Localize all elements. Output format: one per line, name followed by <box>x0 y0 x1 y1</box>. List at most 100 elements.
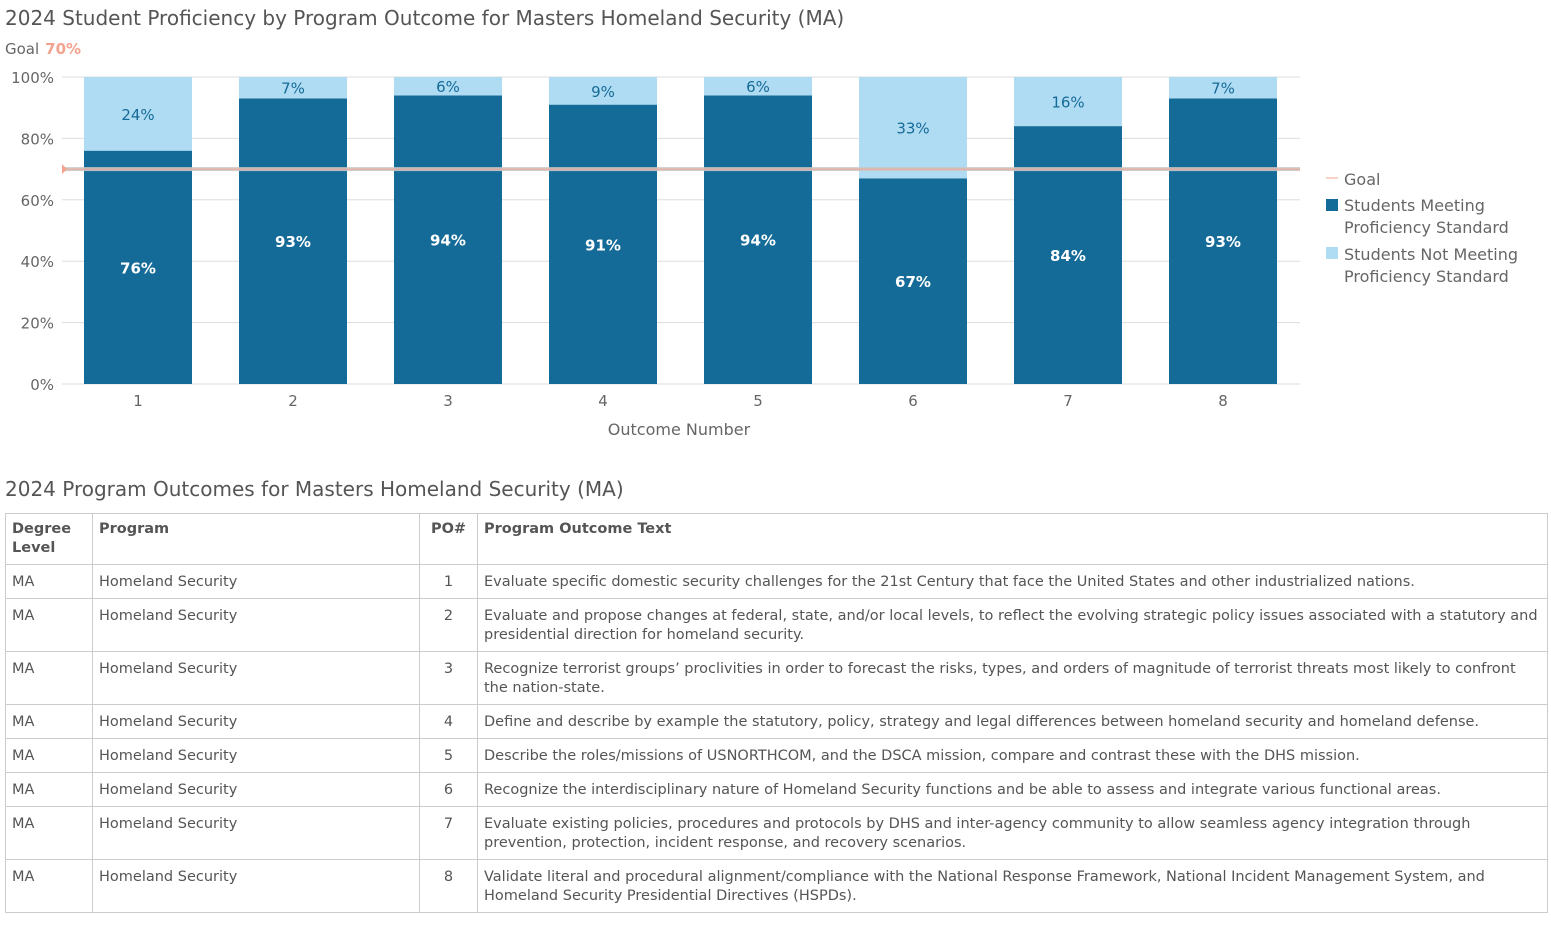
bar-not-meeting <box>84 77 192 151</box>
goal-value: 70% <box>45 40 82 58</box>
cell-degree-level: MA <box>5 772 93 807</box>
data-label-meeting: 84% <box>1050 247 1086 265</box>
y-tick-label: 60% <box>21 192 54 210</box>
chart-title: 2024 Student Proficiency by Program Outc… <box>5 6 845 30</box>
cell-outcome-text: Recognize the interdisciplinary nature o… <box>477 772 1548 807</box>
cell-program: Homeland Security <box>92 651 420 705</box>
cell-po-number: 4 <box>419 704 478 739</box>
x-tick-label: 8 <box>1218 392 1228 410</box>
cell-po-number: 5 <box>419 738 478 773</box>
bar-meeting <box>1169 98 1277 385</box>
data-label-meeting: 93% <box>275 233 311 251</box>
table-row: MA Homeland Security 4 Define and describe … <box>5 704 1548 739</box>
cell-outcome-text: Evaluate existing policies, procedures a… <box>477 806 1548 860</box>
legend-meeting-swatch-icon <box>1326 199 1338 211</box>
x-tick-label: 6 <box>908 392 918 410</box>
table-header-row: Degree Level Program PO# Program Outcome… <box>5 513 1548 565</box>
cell-degree-level: MA <box>5 704 93 739</box>
goal-summary: Goal 70% <box>5 40 81 58</box>
table-row: MA Homeland Security 8 Validate literal and… <box>5 859 1548 913</box>
outcomes-table: Degree Level Program PO# Program Outcome… <box>5 513 1548 913</box>
cell-po-number: 7 <box>419 806 478 860</box>
cell-outcome-text: Describe the roles/missions of USNORTHCO… <box>477 738 1548 773</box>
bar-not-meeting <box>394 77 502 96</box>
bar-not-meeting <box>704 77 812 96</box>
cell-degree-level: MA <box>5 598 93 652</box>
header-degree-level: Degree Level <box>5 513 93 565</box>
data-label-meeting: 93% <box>1205 233 1241 251</box>
table-row: MA Homeland Security 7 Evaluate existing po… <box>5 806 1548 860</box>
bar-meeting <box>239 98 347 385</box>
y-tick-label: 100% <box>11 69 54 87</box>
cell-outcome-text: Evaluate and propose changes at federal,… <box>477 598 1548 652</box>
data-label-meeting: 76% <box>120 259 156 277</box>
data-label-not-meeting: 9% <box>591 83 615 101</box>
cell-degree-level: MA <box>5 859 93 913</box>
data-label-not-meeting: 24% <box>121 106 154 124</box>
x-tick-label: 5 <box>753 392 763 410</box>
cell-outcome-text: Recognize terrorist groups’ proclivities… <box>477 651 1548 705</box>
goal-marker-icon <box>62 164 67 175</box>
cell-po-number: 1 <box>419 564 478 599</box>
cell-program: Homeland Security <box>92 598 420 652</box>
cell-degree-level: MA <box>5 738 93 773</box>
cell-outcome-text: Validate literal and procedural alignmen… <box>477 859 1548 913</box>
cell-outcome-text: Evaluate specific domestic security chal… <box>477 564 1548 599</box>
goal-label: Goal <box>5 40 40 58</box>
data-label-not-meeting: 16% <box>1051 94 1084 112</box>
table-title: 2024 Program Outcomes for Masters Homela… <box>5 477 624 501</box>
cell-po-number: 8 <box>419 859 478 913</box>
legend-meeting: Students Meeting Proficiency Standard <box>1344 196 1509 237</box>
x-tick-label: 1 <box>133 392 143 410</box>
cell-program: Homeland Security <box>92 738 420 773</box>
x-tick-label: 4 <box>598 392 608 410</box>
bar-meeting <box>394 95 502 385</box>
bar-not-meeting <box>1014 77 1122 127</box>
table-row: MA Homeland Security 3 Recognize terrorist … <box>5 651 1548 705</box>
x-tick-label: 2 <box>288 392 298 410</box>
cell-program: Homeland Security <box>92 806 420 860</box>
data-label-meeting: 67% <box>895 273 931 291</box>
table-row: MA Homeland Security 2 Evaluate and propose… <box>5 598 1548 652</box>
x-tick-label: 7 <box>1063 392 1073 410</box>
data-label-meeting: 94% <box>740 232 776 250</box>
data-label-not-meeting: 7% <box>1211 80 1235 98</box>
cell-degree-level: MA <box>5 651 93 705</box>
cell-program: Homeland Security <box>92 704 420 739</box>
x-tick-label: 3 <box>443 392 453 410</box>
data-label-not-meeting: 7% <box>281 80 305 98</box>
cell-degree-level: MA <box>5 806 93 860</box>
proficiency-chart: 0%20%40%60%80%100%76%24%193%7%294%6%391%… <box>11 69 1518 439</box>
bar-not-meeting <box>239 77 347 99</box>
data-label-not-meeting: 6% <box>746 78 770 96</box>
y-tick-label: 20% <box>21 315 54 333</box>
cell-program: Homeland Security <box>92 859 420 913</box>
data-label-not-meeting: 6% <box>436 78 460 96</box>
x-axis-label: Outcome Number <box>608 420 751 439</box>
table-row: MA Homeland Security 5 Describe the roles/m… <box>5 738 1548 773</box>
header-po-number: PO# <box>419 513 478 565</box>
table-row: MA Homeland Security 6 Recognize the interd… <box>5 772 1548 807</box>
bar-meeting <box>84 150 192 384</box>
y-tick-label: 40% <box>21 253 54 271</box>
cell-program: Homeland Security <box>92 564 420 599</box>
bar-meeting <box>859 178 967 384</box>
cell-outcome-text: Define and describe by example the statu… <box>477 704 1548 739</box>
cell-po-number: 2 <box>419 598 478 652</box>
bar-meeting <box>549 104 657 384</box>
cell-program: Homeland Security <box>92 772 420 807</box>
y-tick-label: 80% <box>21 130 54 148</box>
header-program: Program <box>92 513 420 565</box>
bar-not-meeting <box>1169 77 1277 99</box>
legend-not-meeting: Students Not Meeting Proficiency Standard <box>1344 245 1518 286</box>
data-label-meeting: 91% <box>585 236 621 254</box>
bar-not-meeting <box>859 77 967 179</box>
table-row: MA Homeland Security 1 Evaluate specific do… <box>5 564 1548 599</box>
legend-goal: Goal <box>1344 170 1380 189</box>
bar-meeting <box>704 95 812 385</box>
legend-not-meeting-swatch-icon <box>1326 247 1338 259</box>
data-label-meeting: 94% <box>430 232 466 250</box>
cell-po-number: 6 <box>419 772 478 807</box>
cell-degree-level: MA <box>5 564 93 599</box>
bar-not-meeting <box>549 77 657 105</box>
